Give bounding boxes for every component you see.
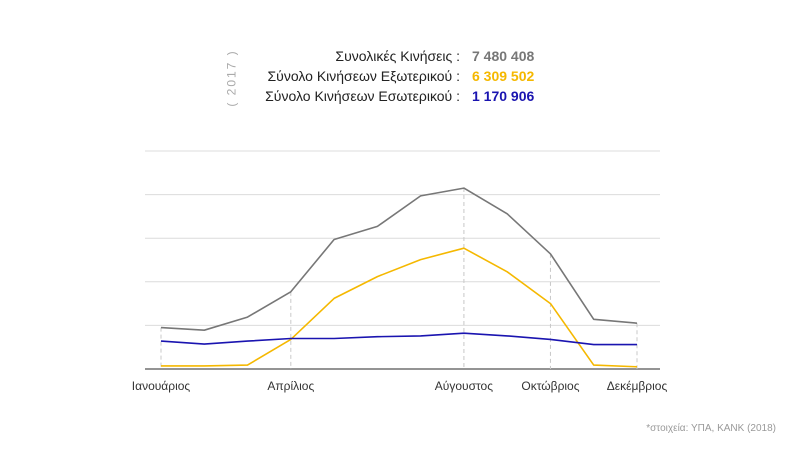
x-tick-label: Ιανουάριος (132, 379, 191, 393)
x-tick-label: Δεκέμβριος (607, 379, 668, 393)
legend-value-domestic: 1 170 906 (472, 88, 535, 104)
series-line-international (161, 247, 638, 368)
x-tick-label: Οκτώβριος (521, 379, 579, 393)
legend-value-international: 6 309 502 (472, 68, 535, 84)
x-tick-label: Απρίλιος (267, 379, 314, 393)
x-tick-label: Αύγουστος (435, 379, 493, 393)
legend-row-total: Συνολικές Κινήσεις : 7 480 408 (0, 46, 800, 66)
legend-row-international: Σύνολο Κινήσεων Εξωτερικού : 6 309 502 (0, 66, 800, 86)
legend-row-domestic: Σύνολο Κινήσεων Εσωτερικού : 1 170 906 (0, 86, 800, 106)
source-note: *στοιχεία: ΥΠΑ, ΚΑΝΚ (2018) (646, 423, 776, 434)
legend-value-total: 7 480 408 (472, 48, 535, 64)
legend-label-total: Συνολικές Κινήσεις : (335, 48, 460, 64)
series-line-domestic (160, 332, 637, 346)
legend-label-domestic: Σύνολο Κινήσεων Εσωτερικού : (265, 88, 460, 104)
legend-label-international: Σύνολο Κινήσεων Εξωτερικού : (267, 68, 460, 84)
series-line-total (160, 187, 638, 332)
